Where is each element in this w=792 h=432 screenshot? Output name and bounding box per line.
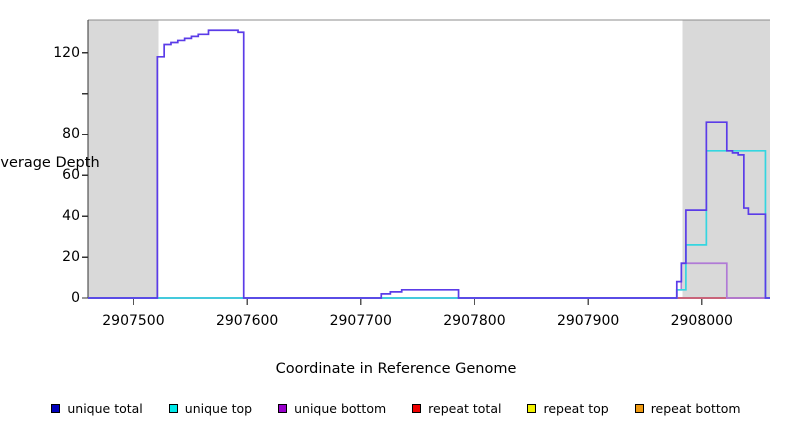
repeat-region-right xyxy=(682,20,770,298)
data-series-layer xyxy=(88,29,770,299)
legend-item-unique-bottom[interactable]: unique bottom xyxy=(278,401,386,416)
legend-item-repeat-total[interactable]: repeat total xyxy=(412,401,501,416)
x-tick-label: 2907700 xyxy=(329,313,392,329)
y-axis-title: Read Coverage Depth xyxy=(0,20,100,310)
series-unique-total xyxy=(88,29,770,299)
legend-swatch-icon xyxy=(278,403,288,413)
x-axis-title: Coordinate in Reference Genome xyxy=(275,361,517,377)
legend-swatch-icon xyxy=(168,403,178,413)
x-tick-label: 2908000 xyxy=(670,313,733,329)
legend-label: repeat top xyxy=(543,400,609,416)
y-axis-title-text: Read Coverage Depth xyxy=(0,155,100,171)
repeat-region-left xyxy=(88,20,159,298)
y-tick-label: 60 xyxy=(62,167,80,184)
legend-item-unique-total[interactable]: unique total xyxy=(51,400,143,416)
plot-frame-layer xyxy=(82,19,770,299)
series-unique-bottom xyxy=(88,262,770,299)
x-tick-label: 2907900 xyxy=(556,313,620,329)
legend-swatch-icon xyxy=(51,403,61,413)
y-tick-label: 0 xyxy=(71,290,80,306)
legend-label: unique bottom xyxy=(294,400,387,416)
y-tick-label: 120 xyxy=(53,44,80,61)
legend-item-repeat-top[interactable]: repeat top xyxy=(527,400,609,416)
x-tick-label: 2907800 xyxy=(443,313,506,329)
legend-label: repeat total xyxy=(428,400,502,416)
y-tick-label: 20 xyxy=(62,249,80,266)
legend-label: unique total xyxy=(67,400,143,416)
chart-legend: unique total unique top unique bottom repea… xyxy=(0,398,792,418)
x-tick-label: 2907600 xyxy=(215,313,279,329)
legend-item-repeat-bottom[interactable]: repeat bottom xyxy=(634,400,741,416)
x-tick-label: 2907500 xyxy=(102,313,165,329)
shaded-regions-layer xyxy=(88,20,770,298)
legend-item-unique-top[interactable]: unique top xyxy=(168,400,253,416)
y-tick-label: 80 xyxy=(62,126,80,143)
legend-label: repeat bottom xyxy=(650,400,741,416)
axis-ticks-layer xyxy=(82,52,703,305)
legend-label: unique top xyxy=(184,400,253,416)
legend-swatch-icon xyxy=(634,403,644,413)
y-tick-label: 40 xyxy=(62,208,80,225)
series-unique-top xyxy=(88,149,770,299)
legend-swatch-icon xyxy=(527,403,537,413)
legend-swatch-icon xyxy=(412,403,422,413)
